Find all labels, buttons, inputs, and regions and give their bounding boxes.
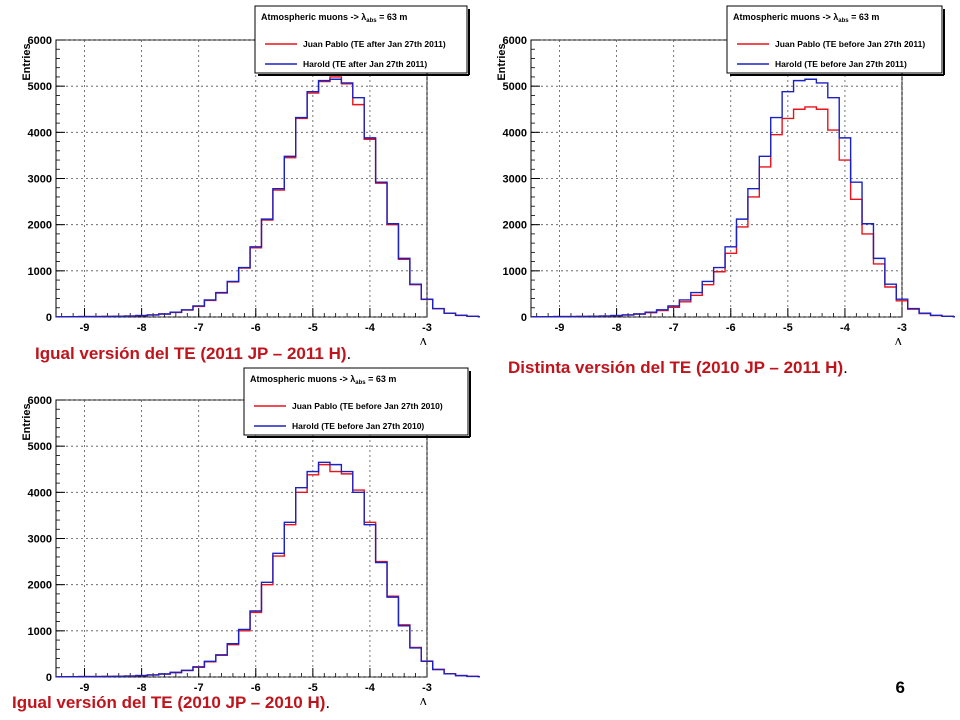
caption-3: Igual versión del TE (2010 JP – 2010 H). xyxy=(12,693,330,713)
x-tick-label: -8 xyxy=(137,682,147,694)
legend-title-main: Atmospheric muons -> λ xyxy=(733,12,838,22)
legend-title-suffix: = 63 m xyxy=(377,12,408,22)
y-tick-label: 4000 xyxy=(28,487,52,499)
legend-title-subscript: abs xyxy=(838,18,849,24)
caption-1-suffix: . xyxy=(346,344,352,363)
y-tick-label: 0 xyxy=(521,312,527,324)
y-axis-label: Entries xyxy=(21,43,33,80)
x-tick-label: -7 xyxy=(194,322,204,334)
legend-entry-1: Juan Pablo (TE before Jan 27th 2011) xyxy=(775,39,925,49)
y-tick-label: 4000 xyxy=(28,127,52,139)
x-tick-label: -8 xyxy=(612,322,622,334)
x-tick-label: -7 xyxy=(669,322,679,334)
legend-title: Atmospheric muons -> λabs = 63 m xyxy=(733,12,879,24)
legend-entry-2: Harold (TE before Jan 27th 2011) xyxy=(775,59,907,69)
x-axis-label: Λ xyxy=(893,336,903,345)
x-axis-label: Λ xyxy=(418,336,428,345)
y-tick-label: 1000 xyxy=(503,266,527,278)
y-axis-label: Entries xyxy=(21,403,33,440)
x-tick-label: -6 xyxy=(251,682,261,694)
y-tick-label: 2000 xyxy=(503,220,527,232)
legend-title-subscript: abs xyxy=(355,380,366,386)
histogram-panel-3: -9 -8 -7 -6 -5 -4 -3 0 1000 2000 3000 4000 5000 6000 E… xyxy=(0,360,480,705)
x-tick-label: -5 xyxy=(783,322,793,334)
histogram-3: -9 -8 -7 -6 -5 -4 -3 0 1000 2000 3000 4000 5000 6000E… xyxy=(21,367,480,705)
y-tick-label: 1000 xyxy=(28,626,52,638)
y-tick-label: 0 xyxy=(46,312,52,324)
y-tick-label: 1000 xyxy=(28,266,52,278)
y-tick-label: 5000 xyxy=(28,441,52,453)
y-tick-label: 6000 xyxy=(503,35,527,47)
legend-title: Atmospheric muons -> λabs = 63 m xyxy=(250,374,396,386)
legend-entry-2: Harold (TE after Jan 27th 2011) xyxy=(303,59,427,69)
legend: Atmospheric muons -> λabs = 63 m Juan Pab… xyxy=(254,5,470,76)
caption-3-text: Igual versión del TE (2010 JP – 2010 H) xyxy=(12,693,326,712)
series-2-histogram xyxy=(56,78,480,318)
x-tick-label: -4 xyxy=(840,322,851,334)
legend-title: Atmospheric muons -> λabs = 63 m xyxy=(261,12,407,24)
legend-entry-1: Juan Pablo (TE after Jan 27th 2011) xyxy=(303,39,446,49)
legend-title-suffix: = 63 m xyxy=(366,374,397,384)
x-tick-label: -6 xyxy=(726,322,736,334)
legend-box xyxy=(726,5,943,74)
caption-1-text: Igual versión del TE (2011 JP – 2011 H) xyxy=(35,344,347,363)
y-tick-label: 3000 xyxy=(28,174,52,186)
legend-entry-1: Juan Pablo (TE before Jan 27th 2010) xyxy=(292,401,443,411)
x-tick-label: -8 xyxy=(137,322,147,334)
y-tick-label: 5000 xyxy=(503,81,527,93)
x-tick-label: -3 xyxy=(422,322,432,334)
caption-2-suffix: . xyxy=(843,358,848,377)
x-tick-label: -3 xyxy=(897,322,907,334)
legend-title-subscript: abs xyxy=(366,18,377,24)
slide-number: 6 xyxy=(895,678,905,697)
caption-3-suffix: . xyxy=(325,693,331,712)
y-tick-label: 6000 xyxy=(28,395,52,407)
y-tick-label: 0 xyxy=(46,672,52,684)
x-tick-label: -9 xyxy=(80,682,90,694)
x-tick-label: -7 xyxy=(194,682,204,694)
histogram-panel-1: -9 -8 -7 -6 -5 -4 -3 0 1000 2000 3000 4000 5000 6000 E… xyxy=(0,0,480,345)
y-tick-label: 6000 xyxy=(28,35,52,47)
legend-box xyxy=(243,367,469,436)
y-tick-label: 2000 xyxy=(28,220,52,232)
legend: Atmospheric muons -> λabs = 63 m Juan Pab… xyxy=(726,5,945,76)
legend-box xyxy=(254,5,468,74)
y-tick-label: 4000 xyxy=(503,127,527,139)
histogram-panel-2: -9 -8 -7 -6 -5 -4 -3 0 1000 2000 3000 4000 5000 6000 E… xyxy=(475,0,955,345)
caption-2-text: Distinta versión del TE (2010 JP – 2011 … xyxy=(508,358,844,377)
legend-entry-2: Harold (TE before Jan 27th 2010) xyxy=(292,421,424,431)
legend-title-suffix: = 63 m xyxy=(849,12,880,22)
x-tick-label: -9 xyxy=(80,322,90,334)
y-axis-label: Entries xyxy=(496,43,508,80)
series-2-histogram xyxy=(531,78,955,318)
x-axis-label: Λ xyxy=(418,696,428,705)
x-tick-label: -5 xyxy=(308,322,318,334)
y-tick-label: 3000 xyxy=(28,534,52,546)
legend-title-main: Atmospheric muons -> λ xyxy=(250,374,355,384)
y-tick-label: 2000 xyxy=(28,580,52,592)
x-tick-label: -4 xyxy=(365,322,376,334)
legend-title-main: Atmospheric muons -> λ xyxy=(261,12,366,22)
x-tick-label: -5 xyxy=(308,682,318,694)
x-tick-label: -4 xyxy=(365,682,376,694)
legend: Atmospheric muons -> λabs = 63 m Juan Pab… xyxy=(243,367,471,438)
histogram-1: -9 -8 -7 -6 -5 -4 -3 0 1000 2000 3000 4000 5000 6000E… xyxy=(21,5,480,345)
x-tick-label: -6 xyxy=(251,322,261,334)
y-tick-label: 5000 xyxy=(28,81,52,93)
histogram-2: -9 -8 -7 -6 -5 -4 -3 0 1000 2000 3000 4000 5000 6000E… xyxy=(496,5,955,345)
x-tick-label: -9 xyxy=(555,322,565,334)
caption-1: Igual versión del TE (2011 JP – 2011 H). xyxy=(35,344,351,364)
caption-2: Distinta versión del TE (2010 JP – 2011 … xyxy=(508,358,848,378)
series-2-histogram xyxy=(56,461,480,678)
y-tick-label: 3000 xyxy=(503,174,527,186)
x-tick-label: -3 xyxy=(422,682,432,694)
